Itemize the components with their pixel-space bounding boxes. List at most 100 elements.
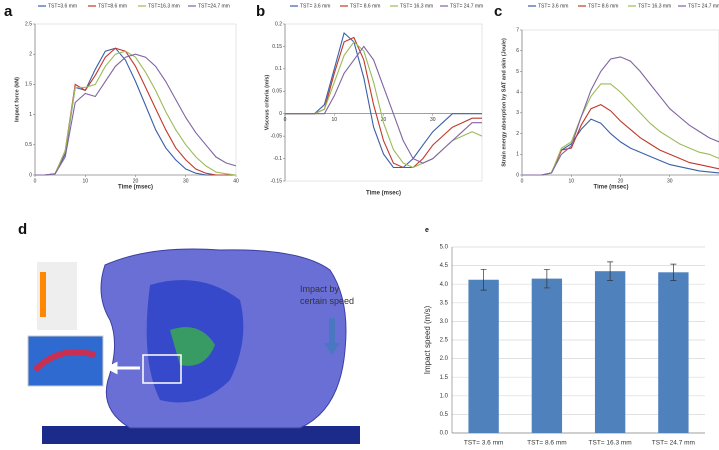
x-tick-label: 20 xyxy=(133,178,139,184)
error-bar xyxy=(670,263,677,281)
y-tick-label: 1.0 xyxy=(440,393,449,399)
series-line xyxy=(35,50,237,176)
y-tick-label: 2.5 xyxy=(25,21,32,27)
x-tick-label: TST= 24.7 mm xyxy=(652,440,695,447)
x-tick-label: 20 xyxy=(618,178,624,184)
inset xyxy=(27,335,104,387)
y-tick-label: -0.15 xyxy=(271,178,283,184)
annotation: Impact by certain speed xyxy=(300,284,354,306)
panel-label: b xyxy=(256,3,265,20)
series-line xyxy=(285,45,482,164)
panel-label: d xyxy=(18,221,27,238)
legend-label: TST=8.6 mm xyxy=(98,3,127,9)
x-tick-label: 0 xyxy=(34,178,37,184)
x-tick-label: 0 xyxy=(284,117,287,123)
y-tick-label: -0.1 xyxy=(273,156,282,162)
legend-label: TST= 3.6 mm xyxy=(300,3,330,9)
series-line xyxy=(522,103,719,176)
y-tick-label: 5.0 xyxy=(440,245,449,251)
y-tick-label: 1 xyxy=(29,112,32,118)
x-tick-label: TST= 16.3 mm xyxy=(589,440,632,447)
bar xyxy=(658,272,689,433)
legend-label: TST= 3.6 mm xyxy=(538,3,568,9)
y-tick-label: 2.0 xyxy=(440,356,449,362)
annotation-line: Impact by xyxy=(300,284,340,294)
line-chart: a 0 0.5 1 1.5 2 2.5 0 10 20 30 40 Time (msec) Impact … xyxy=(4,3,239,191)
zoom-arrow xyxy=(104,361,140,375)
x-axis-title: Time (msec) xyxy=(594,185,629,191)
ground-plate xyxy=(42,426,360,444)
series-line xyxy=(285,41,483,169)
x-tick-label: 30 xyxy=(430,117,436,123)
line-chart: c 0 1 2 3 4 5 6 7 0 10 20 30 Time (msec) Strain energy… xyxy=(494,3,719,191)
x-tick-label: 10 xyxy=(568,178,574,184)
bar xyxy=(468,279,499,433)
legend-label: TST=24.7 mm xyxy=(198,3,230,9)
x-tick-label: TST= 8.6 mm xyxy=(527,440,567,447)
x-tick-label: 10 xyxy=(82,178,88,184)
y-tick-label: -0.05 xyxy=(271,133,283,139)
y-tick-label: 0 xyxy=(29,172,32,178)
plot-area xyxy=(521,29,719,176)
x-tick-label: 40 xyxy=(233,178,239,184)
model-image: Impact by certain speed d xyxy=(18,221,360,444)
impact-arrow xyxy=(324,318,340,355)
y-tick-label: 1 xyxy=(516,152,519,158)
x-tick-label: 10 xyxy=(331,117,337,123)
series-line xyxy=(522,56,719,176)
series-line xyxy=(35,53,237,176)
y-tick-label: 4 xyxy=(516,89,519,95)
y-tick-label: 0 xyxy=(279,111,282,117)
color-bar xyxy=(40,272,46,317)
line-chart: b -0.15 -0.1 -0.05 0 0.05 0.1 0.15 0.2 0 10 20 30 Tim… xyxy=(256,3,483,197)
annotation-line: certain speed xyxy=(300,296,354,306)
legend-label: TST= 24.7 mm xyxy=(688,3,719,9)
x-tick-label: 20 xyxy=(381,117,387,123)
y-tick-label: 0.5 xyxy=(25,142,32,148)
bar xyxy=(531,278,563,433)
x-axis-title: Time (msec) xyxy=(366,191,401,197)
legend-label: TST= 8.6 mm xyxy=(350,3,380,9)
legend-label: TST= 24.7 mm xyxy=(450,3,483,9)
y-tick-label: 0.0 xyxy=(440,431,449,437)
panel-label: e xyxy=(425,227,429,234)
legend-label: TST= 16.3 mm xyxy=(400,3,433,9)
y-axis-title: Viscous criteria (m/s) xyxy=(264,75,270,131)
y-tick-label: 3.0 xyxy=(440,319,449,325)
y-tick-label: 5 xyxy=(516,69,519,75)
series-line xyxy=(285,36,482,169)
y-tick-label: 0.5 xyxy=(440,412,449,418)
error-bar xyxy=(543,268,550,289)
y-tick-label: 0.1 xyxy=(275,66,282,72)
panel-label: a xyxy=(4,3,13,20)
zoom-box xyxy=(142,354,182,384)
y-axis-title: Impact force (kN) xyxy=(14,77,20,122)
y-tick-label: 4.5 xyxy=(440,263,449,269)
x-tick-label: 30 xyxy=(183,178,189,184)
y-tick-label: 1.5 xyxy=(25,82,32,88)
y-tick-label: 2 xyxy=(29,52,32,58)
y-tick-label: 2 xyxy=(516,131,519,137)
y-tick-label: 3.5 xyxy=(440,300,449,306)
y-tick-label: 6 xyxy=(516,48,519,54)
legend-label: TST= 8.6 mm xyxy=(588,3,618,9)
error-bar xyxy=(480,268,487,291)
x-tick-label: 30 xyxy=(667,178,673,184)
y-tick-label: 0.15 xyxy=(272,44,282,50)
series-line xyxy=(522,83,719,176)
panel-label: c xyxy=(494,3,502,20)
bar xyxy=(594,271,626,433)
inset-stress xyxy=(32,349,96,373)
plot-area xyxy=(284,23,483,182)
x-tick-label: TST= 3.6 mm xyxy=(464,440,504,447)
y-tick-label: 2.5 xyxy=(440,338,449,344)
y-axis-title: Impact speed (m/s) xyxy=(423,305,432,374)
x-axis-title: Time (msec) xyxy=(118,185,153,191)
legend-label: TST=16.3 mm xyxy=(148,3,180,9)
y-tick-label: 0.2 xyxy=(275,21,282,27)
series-line xyxy=(285,31,482,169)
y-tick-label: 0 xyxy=(516,172,519,178)
series-line xyxy=(522,118,719,176)
y-tick-label: 7 xyxy=(516,27,519,33)
